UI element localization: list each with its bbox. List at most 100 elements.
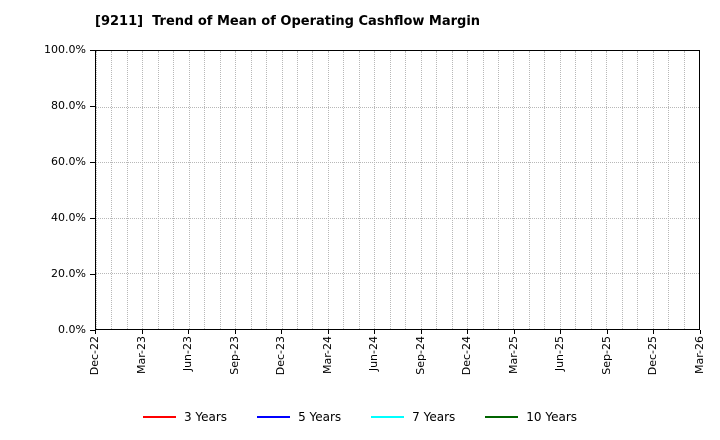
y-tick-mark <box>90 106 95 107</box>
gridline-horizontal <box>96 106 699 108</box>
gridline-vertical <box>420 51 422 329</box>
gridline-vertical <box>281 51 283 329</box>
y-tick-mark <box>90 218 95 219</box>
gridline-vertical <box>327 51 329 329</box>
x-tick-label: Dec-24 <box>460 336 474 376</box>
gridline-vertical <box>266 51 268 329</box>
legend-label: 10 Years <box>526 410 578 424</box>
gridline-vertical <box>575 51 577 329</box>
gridline-vertical <box>467 51 469 329</box>
x-tick-label: Mar-26 <box>693 336 706 375</box>
gridline-vertical <box>157 51 159 329</box>
legend-line-swatch <box>371 416 405 418</box>
x-tick-label: Mar-25 <box>506 336 520 375</box>
gridline-vertical <box>528 51 530 329</box>
x-tick-label: Mar-24 <box>320 336 334 375</box>
x-tick-label: Sep-23 <box>227 336 241 375</box>
y-tick-mark <box>90 330 95 331</box>
x-tick-mark <box>420 330 422 334</box>
legend-label: 3 Years <box>183 410 228 424</box>
legend-line-swatch <box>257 416 291 418</box>
gridline-vertical <box>297 51 298 329</box>
y-tick-mark <box>90 274 95 275</box>
chart-title: [9211] Trend of Mean of Operating Cashfl… <box>95 14 481 29</box>
gridline-vertical <box>621 51 623 329</box>
legend-item: 10 Years <box>485 410 577 424</box>
gridline-vertical <box>559 51 561 329</box>
gridline-vertical <box>436 51 438 329</box>
x-tick-label: Mar-23 <box>134 336 148 375</box>
x-tick-mark <box>188 330 190 334</box>
gridline-horizontal <box>96 162 699 164</box>
gridline-vertical <box>544 51 546 329</box>
legend-line-swatch <box>142 416 176 418</box>
y-tick-label: 100.0% <box>44 43 86 56</box>
gridline-horizontal <box>96 273 699 275</box>
x-tick-mark <box>653 330 655 334</box>
x-tick-label: Jun-23 <box>181 336 195 372</box>
gridline-vertical <box>683 51 685 329</box>
gridline-vertical <box>235 51 237 329</box>
legend: 3 Years 5 Years 7 Years 10 Years <box>0 404 720 430</box>
gridline-vertical <box>482 51 484 329</box>
gridline-vertical <box>250 51 252 329</box>
gridline-vertical <box>204 51 206 329</box>
legend-line-swatch <box>485 416 519 418</box>
gridline-vertical <box>451 51 453 329</box>
x-tick-label: Dec-23 <box>274 336 288 376</box>
x-tick-label: Dec-25 <box>646 336 660 376</box>
x-tick-mark <box>95 330 96 334</box>
gridline-vertical <box>668 51 670 329</box>
gridline-vertical <box>142 51 144 329</box>
gridline-vertical <box>405 51 407 329</box>
y-tick-mark <box>90 162 95 163</box>
x-tick-label: Sep-24 <box>413 336 427 375</box>
gridline-vertical <box>389 51 391 329</box>
gridline-vertical <box>312 51 314 329</box>
x-tick-label: Jun-25 <box>553 336 567 372</box>
x-tick-label: Sep-25 <box>599 336 613 375</box>
y-tick-label: 40.0% <box>51 211 86 224</box>
gridline-vertical <box>358 51 360 329</box>
gridline-vertical <box>590 51 592 329</box>
gridline-vertical <box>699 51 700 329</box>
legend-label: 5 Years <box>298 410 342 424</box>
legend-item: 3 Years <box>142 410 228 424</box>
x-tick-mark <box>560 330 562 334</box>
x-tick-mark <box>374 330 376 334</box>
legend-label: 7 Years <box>412 410 456 424</box>
x-tick-mark <box>281 330 283 334</box>
x-tick-mark <box>513 330 515 334</box>
legend-item: 7 Years <box>371 410 455 424</box>
x-tick-mark <box>234 330 236 334</box>
gridline-vertical <box>606 51 608 329</box>
y-tick-label: 20.0% <box>51 267 86 280</box>
y-tick-label: 80.0% <box>51 99 86 112</box>
gridline-vertical <box>126 51 128 329</box>
plot-area <box>95 50 700 330</box>
gridline-vertical <box>652 51 654 329</box>
gridline-vertical <box>498 51 499 329</box>
gridline-vertical <box>637 51 639 329</box>
x-tick-mark <box>327 330 329 334</box>
gridline-vertical <box>111 51 113 329</box>
x-tick-mark <box>467 330 469 334</box>
x-tick-mark <box>141 330 143 334</box>
gridline-horizontal <box>96 217 699 219</box>
y-tick-label: 60.0% <box>51 155 86 168</box>
x-tick-mark <box>700 330 701 334</box>
gridline-vertical <box>513 51 515 329</box>
gridline-vertical <box>374 51 376 329</box>
gridline-vertical <box>188 51 190 329</box>
gridline-vertical <box>343 51 345 329</box>
gridline-vertical <box>173 51 175 329</box>
x-tick-label: Jun-24 <box>367 336 381 372</box>
gridline-vertical <box>96 51 97 329</box>
y-tick-label: 0.0% <box>58 323 86 336</box>
legend-item: 5 Years <box>257 410 341 424</box>
x-tick-mark <box>606 330 608 334</box>
y-tick-mark <box>90 50 95 51</box>
x-tick-label: Dec-22 <box>88 336 101 376</box>
gridline-vertical <box>219 51 221 329</box>
